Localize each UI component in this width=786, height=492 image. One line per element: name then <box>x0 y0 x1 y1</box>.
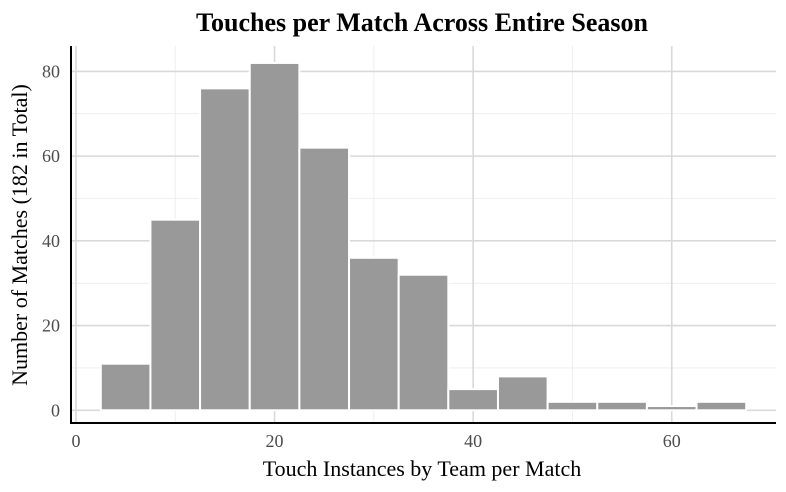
histogram-bar <box>645 405 698 412</box>
y-tick-label: 40 <box>42 231 60 251</box>
x-tick-label: 60 <box>663 431 681 451</box>
histogram-bar <box>695 400 748 412</box>
histogram-bar <box>397 273 450 412</box>
histogram-bars <box>99 61 748 412</box>
y-axis-ticks: 0 20 40 60 80 <box>42 61 60 420</box>
histogram-bar <box>248 61 301 412</box>
histogram-bar <box>199 87 251 412</box>
histogram-bar <box>496 375 549 412</box>
y-tick-label: 80 <box>42 61 60 81</box>
chart-title: Touches per Match Across Entire Season <box>196 8 648 37</box>
histogram-bar <box>546 400 599 412</box>
y-axis-label: Number of Matches (182 in Total) <box>7 84 32 386</box>
y-tick-label: 20 <box>42 316 60 336</box>
histogram-bar <box>348 256 400 412</box>
histogram-bar <box>149 218 202 412</box>
histogram-bar <box>447 388 499 412</box>
x-axis-label: Touch Instances by Team per Match <box>263 456 581 481</box>
histogram-bar <box>596 400 648 412</box>
x-tick-label: 40 <box>464 431 482 451</box>
histogram-bar <box>298 146 351 412</box>
x-tick-label: 0 <box>71 431 80 451</box>
y-tick-label: 60 <box>42 146 60 166</box>
histogram-bar <box>99 362 152 412</box>
x-axis-ticks: 0 20 40 60 <box>71 431 680 451</box>
y-tick-label: 0 <box>51 400 60 420</box>
x-tick-label: 20 <box>266 431 284 451</box>
